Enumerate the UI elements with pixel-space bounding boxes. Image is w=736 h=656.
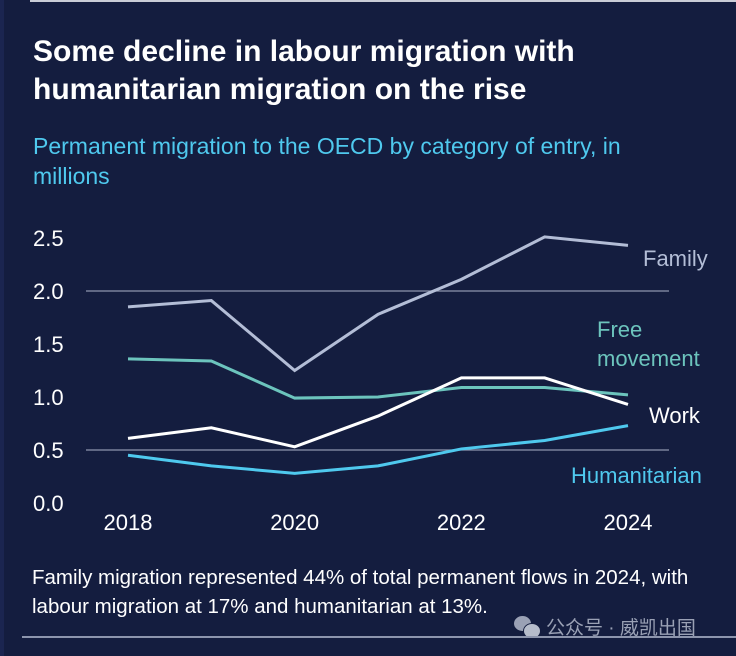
series-line-work xyxy=(127,376,629,449)
series-lines xyxy=(127,235,629,475)
left-edge xyxy=(0,0,4,656)
gridlines xyxy=(86,290,669,451)
y-tick-label: 2.5 xyxy=(33,226,64,251)
y-tick-label: 1.0 xyxy=(33,385,64,410)
y-axis-ticks: 0.0 0.5 1.0 1.5 2.0 2.5 xyxy=(33,226,64,516)
wechat-icon xyxy=(514,615,541,639)
line-chart: 0.0 0.5 1.0 1.5 2.0 2.5 2018 2020 2022 2024 Fami… xyxy=(33,226,708,535)
bottom-rule xyxy=(22,636,736,638)
y-tick-label: 0.0 xyxy=(33,491,64,516)
x-tick-label: 2020 xyxy=(270,510,319,535)
series-labels: Family Free movement Work Humanitarian xyxy=(571,246,708,488)
label-family: Family xyxy=(643,246,708,271)
x-tick-label: 2024 xyxy=(604,510,653,535)
y-tick-label: 0.5 xyxy=(33,438,64,463)
x-tick-label: 2018 xyxy=(104,510,153,535)
series-line-humanitarian xyxy=(127,424,629,475)
watermark-text: 公众号 · 威凯出国 xyxy=(546,618,696,639)
label-work: Work xyxy=(649,403,701,428)
label-free-movement-line2: movement xyxy=(597,346,700,371)
top-rule xyxy=(30,0,736,2)
series-line-family xyxy=(127,235,629,373)
x-axis-ticks: 2018 2020 2022 2024 xyxy=(104,510,653,535)
chart-title: Some decline in labour migration with hu… xyxy=(33,35,575,106)
label-humanitarian: Humanitarian xyxy=(571,463,702,488)
x-tick-label: 2022 xyxy=(437,510,486,535)
y-tick-label: 2.0 xyxy=(33,279,64,304)
footnote: Family migration represented 44% of tota… xyxy=(32,566,689,618)
y-tick-label: 1.5 xyxy=(33,332,64,357)
watermark: 公众号 · 威凯出国 xyxy=(514,613,696,640)
label-free-movement-line1: Free xyxy=(597,317,642,342)
series-line-free-movement xyxy=(127,357,629,400)
chart-subtitle: Permanent migration to the OECD by categ… xyxy=(33,133,621,189)
